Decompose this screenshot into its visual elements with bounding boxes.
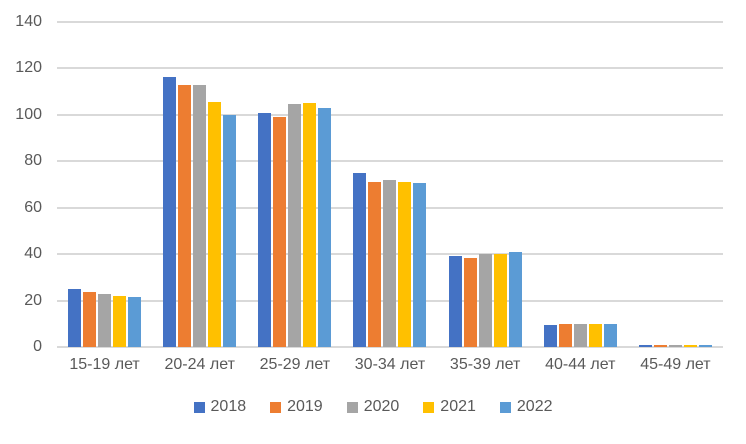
bar-2022 <box>128 297 142 347</box>
bar-group-45-49 лет <box>628 22 723 347</box>
legend-item-2020: 2020 <box>346 398 400 415</box>
y-tick-label: 140 <box>15 13 42 30</box>
gridline <box>57 346 723 348</box>
gridline <box>57 160 723 163</box>
bar-2022 <box>318 107 332 347</box>
bar-2018 <box>638 344 652 347</box>
bar-2019 <box>558 323 572 347</box>
bar-2021 <box>588 323 602 347</box>
bar-group-40-44 лет <box>533 22 628 347</box>
legend-item-2021: 2021 <box>423 399 476 415</box>
legend-label: 2020 <box>363 398 400 415</box>
bar-2019 <box>368 182 382 347</box>
bar-2021 <box>493 254 507 347</box>
bars-layer <box>57 22 723 347</box>
bar-2018 <box>163 76 177 347</box>
bar-2020 <box>478 254 492 347</box>
y-tick-label: 100 <box>15 105 42 123</box>
bar-2020 <box>288 104 302 347</box>
x-tick-label: 15-19 лет <box>69 356 140 373</box>
gridline <box>57 21 723 23</box>
y-tick-label: 20 <box>24 291 42 309</box>
x-axis: 15-19 лет 20-24 лет 25-29 лет 30-34 лет 35-3… <box>57 356 723 374</box>
bar-2022 <box>698 344 712 347</box>
y-tick-label: 60 <box>24 198 42 216</box>
y-tick-label: 80 <box>24 152 42 170</box>
x-tick-label: 20-24 лет <box>164 356 235 373</box>
legend-item-2019: 2019 <box>270 399 323 415</box>
x-tick-label: 35-39 лет <box>449 356 521 373</box>
bar-2021 <box>113 295 127 347</box>
bar-2018 <box>68 288 82 347</box>
bar-2018 <box>258 112 272 347</box>
bar-2019 <box>273 117 287 347</box>
legend-swatch-icon <box>499 401 511 413</box>
bar-2019 <box>83 292 97 347</box>
x-tick-label: 40-44 лет <box>545 356 616 373</box>
legend-swatch-icon <box>423 401 435 413</box>
legend-item-2018: 2018 <box>193 398 247 415</box>
y-tick-label: 0 <box>33 338 42 355</box>
plot-area <box>57 21 723 348</box>
legend-swatch-icon <box>270 401 282 413</box>
bar-group-35-39 лет <box>438 22 533 347</box>
legend-label: 2022 <box>516 398 553 415</box>
bar-2020 <box>98 293 112 347</box>
bar-2021 <box>208 102 222 347</box>
bar-2021 <box>683 344 697 347</box>
legend-label: 2021 <box>440 398 476 415</box>
gridline <box>57 113 723 116</box>
y-tick-label: 120 <box>15 59 42 77</box>
legend-item-2022: 2022 <box>499 398 553 415</box>
x-tick-label: 30-34 лет <box>354 356 426 373</box>
x-tick-label: 25-29 лет <box>259 356 331 373</box>
legend-label: 2019 <box>287 398 323 415</box>
y-tick-label: 40 <box>24 245 42 263</box>
bar-group-30-34 лет <box>342 22 437 347</box>
bar-2018 <box>353 172 367 347</box>
bar-2022 <box>413 183 427 347</box>
legend-swatch-icon <box>346 401 358 413</box>
legend-label: 2018 <box>210 398 247 415</box>
x-tick-label: 45-49 лет <box>640 356 711 373</box>
bar-2021 <box>303 103 317 347</box>
bar-2019 <box>653 344 667 347</box>
bar-2019 <box>463 257 477 347</box>
bar-group-20-24 лет <box>152 22 247 347</box>
bar-2020 <box>573 323 587 347</box>
bar-2019 <box>178 84 192 347</box>
bar-2022 <box>603 323 617 347</box>
bar-2020 <box>668 344 682 347</box>
bar-2020 <box>383 179 397 347</box>
bar-2022 <box>223 114 237 347</box>
bar-2018 <box>543 324 557 347</box>
legend: 2018 2019 2020 2021 2022 <box>0 399 746 415</box>
bar-group-15-19 лет <box>57 22 152 347</box>
bar-2021 <box>398 182 412 347</box>
bar-2022 <box>508 251 522 347</box>
bar-2018 <box>448 256 462 347</box>
legend-swatch-icon <box>193 401 205 413</box>
gridline <box>57 67 723 70</box>
bar-group-25-29 лет <box>247 22 342 347</box>
y-axis: 0 20 40 60 80 100 120 140 <box>0 14 42 355</box>
bar-2020 <box>193 84 207 347</box>
